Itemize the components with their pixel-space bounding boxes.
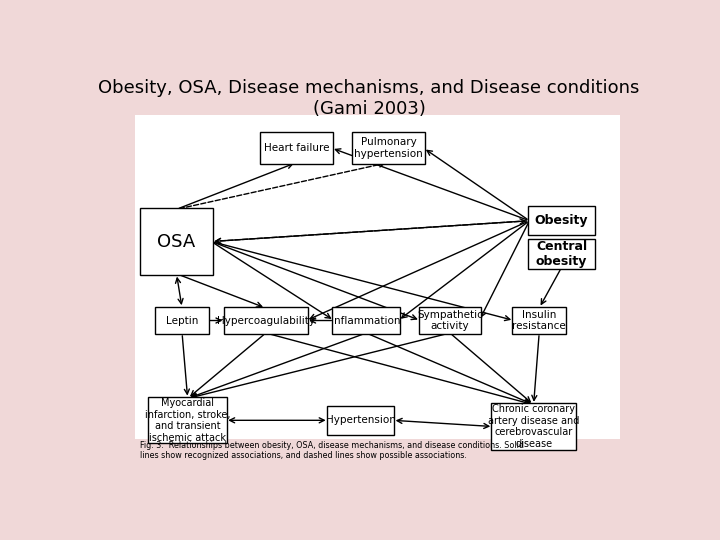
Text: Obesity, OSA, Disease mechanisms, and Disease conditions
(Gami 2003): Obesity, OSA, Disease mechanisms, and Di… [99, 79, 639, 118]
FancyBboxPatch shape [513, 307, 566, 334]
FancyBboxPatch shape [352, 132, 425, 164]
FancyBboxPatch shape [148, 397, 227, 443]
Text: Sympathetic
activity: Sympathetic activity [417, 310, 483, 332]
FancyBboxPatch shape [492, 403, 576, 450]
Text: Chronic coronary
artery disease and
cerebrovascular
disease: Chronic coronary artery disease and cere… [488, 404, 580, 449]
Text: Heart failure: Heart failure [264, 143, 329, 153]
FancyBboxPatch shape [528, 206, 595, 235]
FancyBboxPatch shape [140, 208, 213, 275]
Text: Obesity: Obesity [535, 214, 588, 227]
FancyBboxPatch shape [135, 114, 620, 439]
FancyBboxPatch shape [419, 307, 481, 334]
Text: Insulin
resistance: Insulin resistance [513, 310, 566, 332]
Text: OSA: OSA [158, 233, 196, 251]
FancyBboxPatch shape [156, 307, 209, 334]
FancyBboxPatch shape [327, 406, 395, 435]
Text: Hypertension: Hypertension [325, 415, 395, 426]
Text: Pulmonary
hypertension: Pulmonary hypertension [354, 137, 423, 159]
FancyBboxPatch shape [260, 132, 333, 164]
Text: Leptin: Leptin [166, 315, 198, 326]
Text: Inflammation: Inflammation [331, 315, 401, 326]
Text: Fig. 3.  Relationships between obesity, OSA, disease mechanisms, and disease con: Fig. 3. Relationships between obesity, O… [140, 441, 524, 461]
Text: Central
obesity: Central obesity [536, 240, 588, 268]
Text: Myocardial
infarction, stroke,
and transient
ischemic attack: Myocardial infarction, stroke, and trans… [145, 398, 230, 443]
FancyBboxPatch shape [528, 239, 595, 269]
FancyBboxPatch shape [333, 307, 400, 334]
Text: Hypercoagulability: Hypercoagulability [217, 315, 315, 326]
FancyBboxPatch shape [224, 307, 308, 334]
